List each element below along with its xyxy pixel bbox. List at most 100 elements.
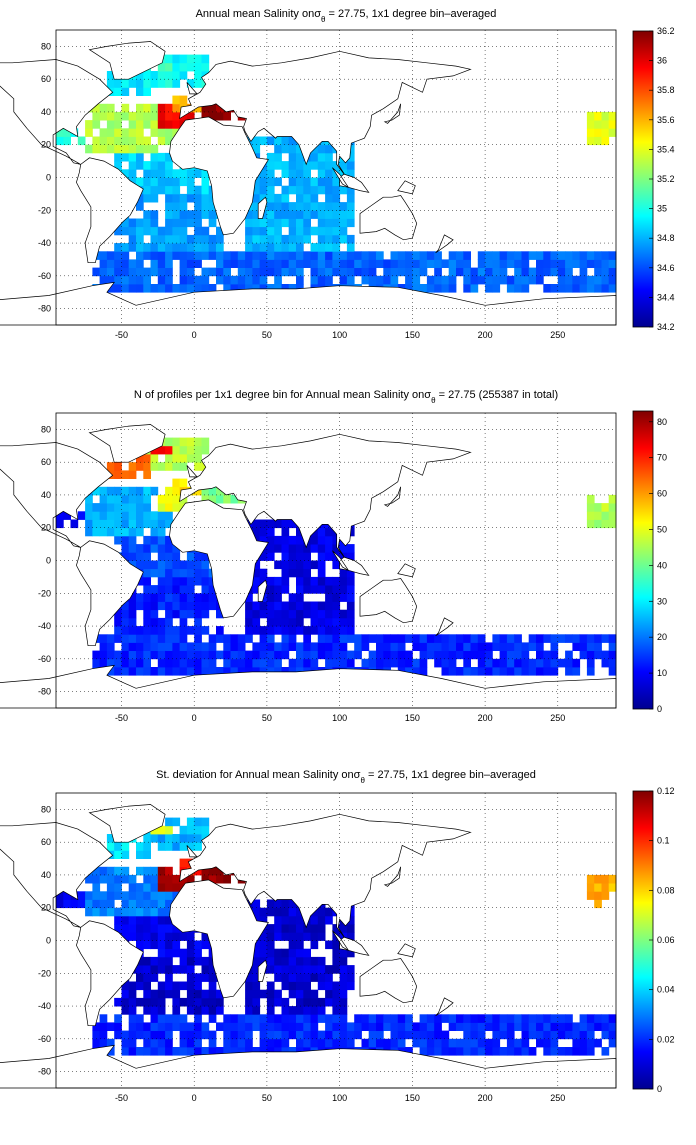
heat-cell — [92, 120, 101, 129]
heat-cell — [208, 981, 217, 991]
heat-cell — [266, 1038, 275, 1048]
heat-cell — [143, 924, 151, 933]
heat-cell — [448, 275, 457, 285]
heat-cell — [92, 136, 101, 146]
heat-cell — [594, 899, 602, 909]
heat-cell — [259, 519, 268, 529]
heat-cell — [296, 1014, 304, 1023]
heat-cell — [332, 210, 341, 219]
heat-cell — [157, 62, 166, 72]
heat-cell — [477, 1047, 486, 1056]
heat-cell — [230, 658, 239, 668]
heat-cell — [536, 1038, 544, 1048]
heat-cell — [281, 185, 290, 195]
heat-cell — [288, 593, 297, 602]
heat-cell — [56, 899, 64, 909]
heat-cell — [194, 218, 202, 228]
heat-cell — [150, 79, 159, 88]
heat-cell — [121, 874, 130, 884]
heat-cell — [434, 658, 442, 668]
heat-cell — [274, 161, 282, 170]
heat-cell — [325, 601, 333, 611]
heat-cell — [245, 1038, 253, 1048]
heat-cell — [143, 87, 151, 96]
heat-cell — [201, 1047, 210, 1056]
heat-cell — [99, 1022, 108, 1031]
heat-cell — [317, 568, 326, 578]
heat-cell — [186, 973, 195, 982]
heat-cell — [514, 658, 522, 668]
heat-cell — [441, 275, 450, 285]
heat-cell — [325, 243, 333, 252]
heat-cell — [317, 544, 326, 553]
heat-cell — [201, 866, 210, 876]
heat-cell — [550, 1030, 559, 1040]
heat-cell — [165, 251, 173, 260]
heat-cell — [608, 658, 617, 668]
heat-cell — [594, 284, 602, 293]
heat-cell — [216, 997, 224, 1007]
heat-cell — [346, 193, 355, 203]
heat-cell — [157, 932, 166, 941]
heat-cell — [143, 617, 151, 627]
heat-cell — [601, 658, 610, 668]
heat-cell — [201, 437, 210, 447]
heat-cell — [281, 642, 290, 651]
heat-cell — [288, 267, 297, 277]
heat-cell — [514, 267, 522, 277]
x-tick-label: 50 — [262, 1093, 272, 1103]
heat-cell — [586, 111, 595, 121]
heat-cell — [601, 650, 610, 660]
heat-cell — [114, 519, 122, 529]
heat-cell — [216, 989, 224, 999]
heat-cell — [186, 62, 195, 72]
heat-cell — [565, 1047, 573, 1056]
heat-cell — [499, 658, 508, 668]
heat-cell — [266, 997, 275, 1007]
heat-cell — [448, 1014, 457, 1023]
heat-cell — [274, 1030, 282, 1040]
heat-cell — [157, 907, 166, 917]
heat-cell — [143, 251, 151, 260]
heat-cell — [296, 907, 304, 917]
heat-cell — [281, 136, 290, 146]
heat-cell — [165, 243, 173, 252]
heat-cell — [419, 1038, 428, 1048]
heat-cell — [114, 511, 122, 520]
y-tick-label: 40 — [41, 490, 51, 500]
heat-cell — [281, 932, 290, 941]
heat-cell — [266, 948, 275, 958]
heat-cell — [201, 54, 210, 64]
heat-cell — [492, 658, 501, 668]
heat-cell — [339, 1014, 348, 1023]
heat-cell — [252, 519, 261, 529]
colorbar-tick-label: 36 — [657, 56, 667, 66]
heat-cell — [186, 965, 195, 974]
heat-cell — [245, 1014, 253, 1023]
colorbar-tick-label: 80 — [657, 417, 667, 427]
heat-cell — [325, 169, 333, 178]
heat-cell — [150, 267, 159, 277]
heat-cell — [230, 667, 239, 676]
heat-cell — [288, 177, 297, 187]
heat-cell — [150, 144, 159, 154]
heat-cell — [528, 658, 537, 668]
heat-cell — [572, 1047, 581, 1056]
heat-cell — [288, 234, 297, 244]
heat-cell — [470, 1014, 479, 1023]
heat-cell — [259, 915, 268, 925]
heat-cell — [252, 650, 261, 660]
heat-cell — [448, 284, 457, 293]
heat-cell — [186, 1038, 195, 1048]
heat-cell — [434, 1038, 442, 1048]
heat-cell — [281, 568, 290, 578]
heat-cell — [121, 111, 130, 121]
heat-cell — [157, 948, 166, 958]
heat-cell — [317, 965, 326, 974]
heat-cell — [310, 1022, 319, 1031]
heat-cell — [477, 1030, 486, 1040]
heat-cell — [186, 1022, 195, 1031]
heat-cell — [521, 658, 530, 668]
heat-cell — [463, 634, 471, 643]
heat-cell — [317, 924, 326, 933]
